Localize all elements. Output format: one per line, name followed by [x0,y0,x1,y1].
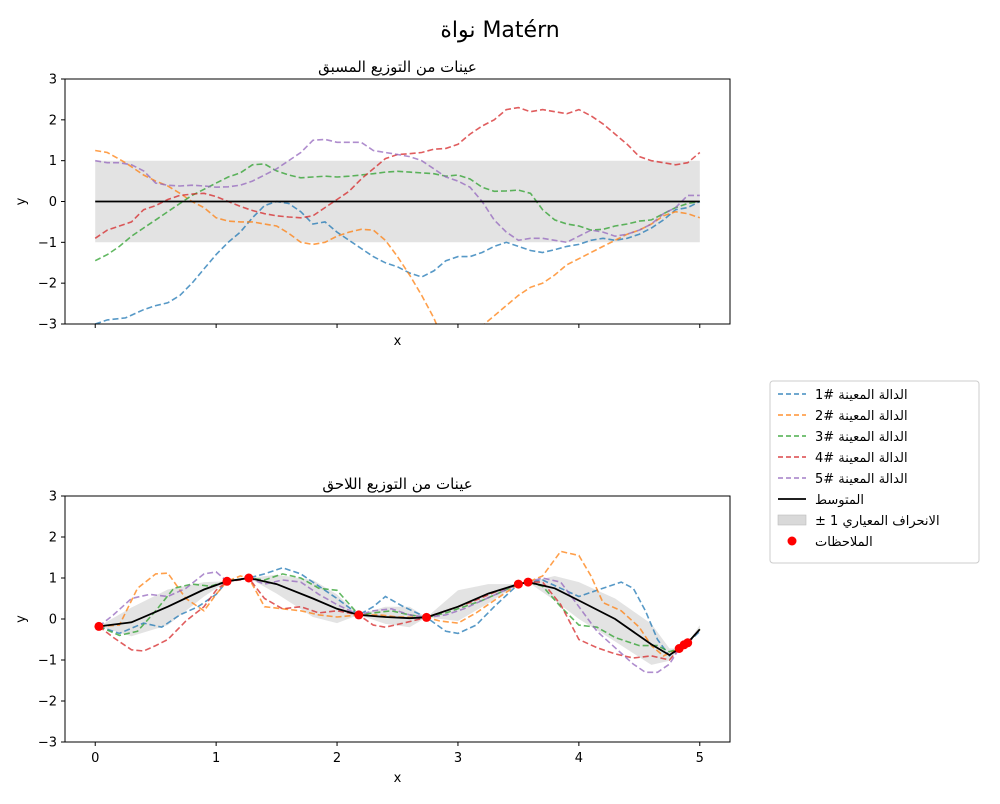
y-tick-label: 2 [49,113,57,128]
y-tick-label: 3 [49,73,57,88]
y-tick-label: −3 [38,318,57,333]
observation-point [244,573,254,583]
series-line-5 [95,138,700,244]
legend-box [769,380,980,564]
series-line-3 [98,573,701,653]
y-tick-label: 1 [49,572,57,587]
y-tick-label: 0 [49,613,57,628]
y-tick-label: −2 [38,277,57,292]
series-line-5 [98,571,701,674]
observation-point [422,612,431,622]
observation-point [94,621,104,631]
series-line-1 [98,566,701,658]
legend-label: الدالة المعينة #1 [815,388,908,403]
legend-label: الدالة المعينة #2 [815,409,908,424]
chart-title: عينات من التوزيع اللاحق [322,475,472,493]
chart-panel-2: 0 1 2 3 4 5 −3 −2 −1 0 1 2 3 عينات من التوزيع اللاحق x… [14,475,731,786]
observation-point [683,638,693,648]
y-tick-label: 0 [49,195,57,210]
chart-panel-1: −3 −2 −1 0 1 2 3 عينات من التوزيع المسبق x y [14,58,731,349]
series-line-2 [95,149,701,324]
x-axis-label: x [394,771,402,786]
legend-label: ± 1 الانحراف المعياري [815,514,940,529]
x-tick-label: 5 [696,751,704,766]
y-axis-label: y [14,197,29,205]
legend-handle-marker [787,536,797,546]
y-tick-label: 3 [49,490,57,505]
x-tick-label: 4 [575,751,583,766]
x-tick-label: 0 [91,751,99,766]
legend-label: الدالة المعينة #4 [815,451,908,466]
legend: الدالة المعينة #1 الدالة المعينة #2 الدالة… [769,380,980,564]
observation-point [222,576,232,586]
plot-area [94,106,701,324]
x-tick-label: 2 [333,751,341,766]
series-line-1 [94,200,701,324]
chart-title: عينات من التوزيع المسبق [318,58,477,76]
observation-point [354,610,364,620]
x-tick-label: 3 [454,751,462,766]
legend-label: الدالة المعينة #3 [815,430,908,445]
series-line-4 [98,577,701,661]
y-tick-label: −2 [38,695,57,710]
y-tick-label: 1 [49,154,57,169]
y-tick-label: −1 [38,654,57,669]
x-tick-label: 1 [212,751,220,766]
y-axis-label: y [14,615,29,623]
observation-point [513,579,523,589]
observation-point [523,577,533,587]
std-band [98,574,700,665]
legend-label: الملاحظات [815,535,873,550]
y-tick-label: 2 [49,531,57,546]
x-axis-label: x [394,334,402,349]
legend-label: المتوسط [815,493,864,508]
y-tick-label: −3 [38,736,57,751]
y-tick-label: −1 [38,236,57,251]
legend-label: الدالة المعينة #5 [815,472,908,487]
legend-handle-patch [777,514,807,526]
figure-title: نواة Matérn [440,18,559,43]
